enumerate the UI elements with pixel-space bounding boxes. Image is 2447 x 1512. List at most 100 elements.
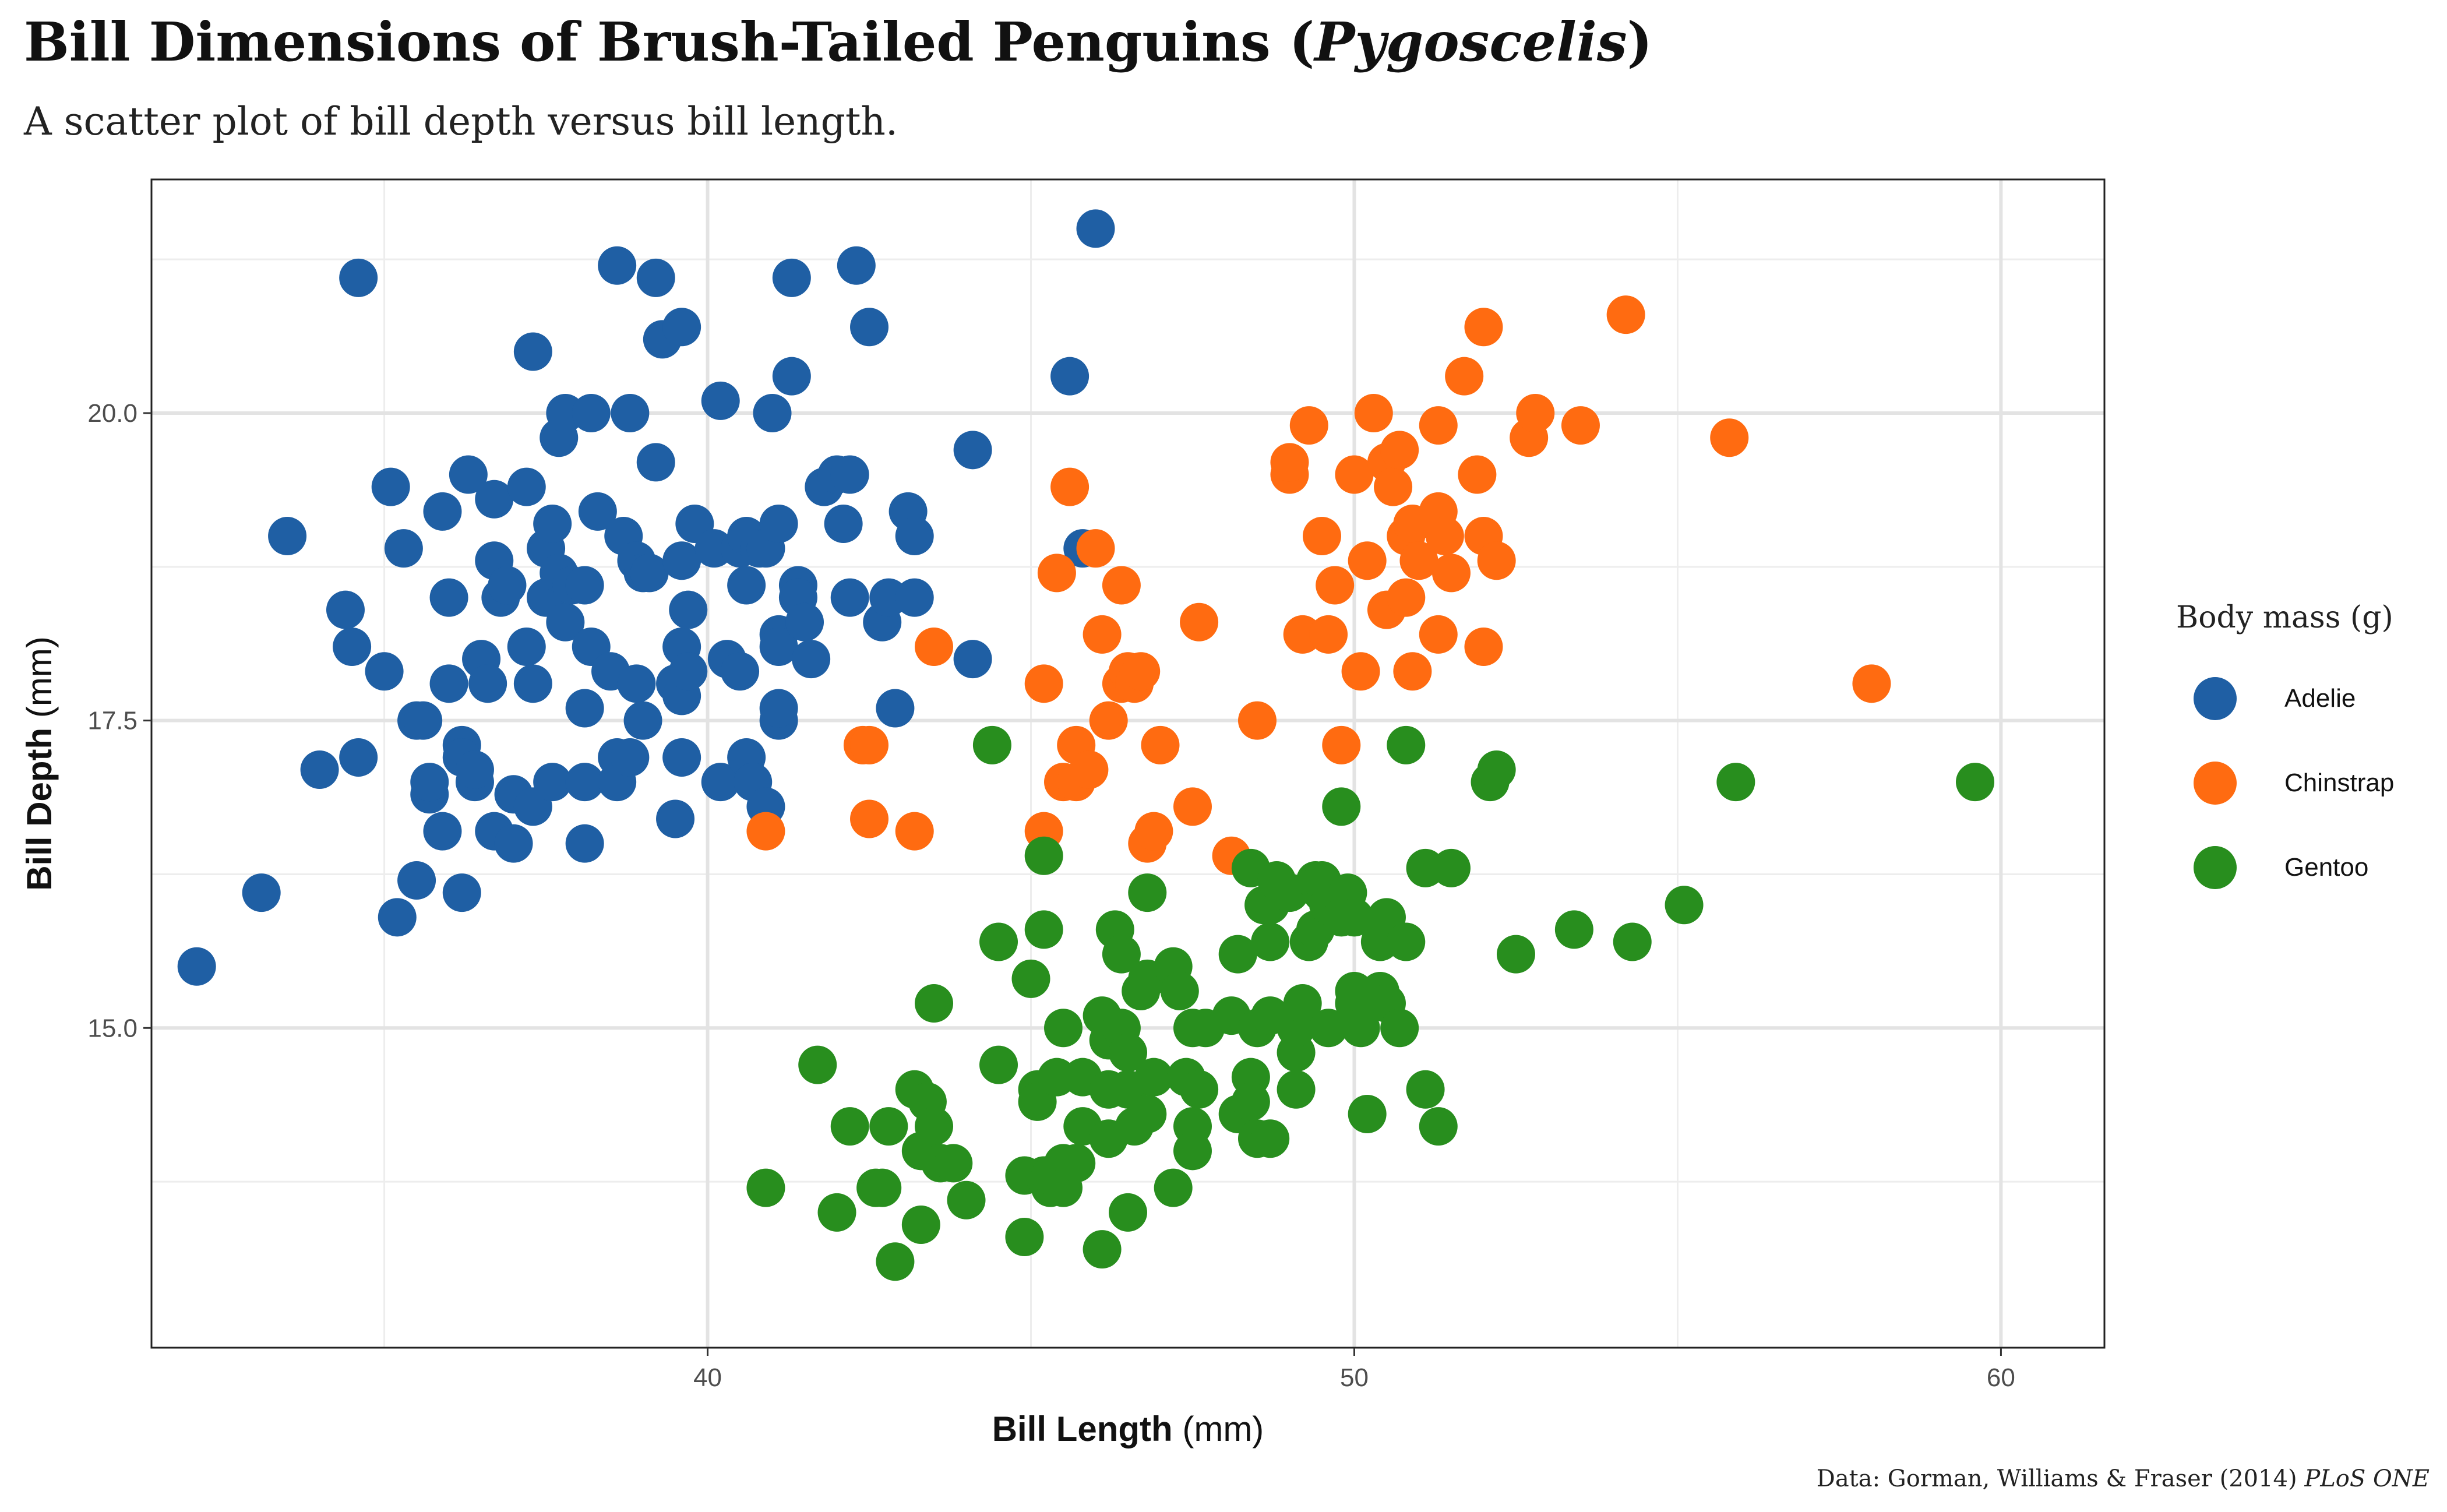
point-chinstrap: [1393, 652, 1432, 691]
point-gentoo: [1716, 763, 1755, 802]
point-chinstrap: [746, 812, 785, 851]
point-chinstrap: [1399, 541, 1438, 580]
point-adelie: [429, 664, 468, 703]
point-adelie: [378, 898, 417, 937]
point-adelie: [333, 628, 372, 666]
point-adelie: [546, 602, 585, 642]
point-adelie: [242, 873, 281, 912]
point-chinstrap: [1516, 394, 1555, 432]
y-tick-label: 20.0: [87, 399, 137, 428]
point-adelie: [468, 664, 507, 703]
point-gentoo: [1477, 750, 1516, 790]
point-adelie: [837, 246, 876, 285]
point-adelie: [701, 381, 740, 420]
point-chinstrap: [1237, 701, 1277, 740]
point-adelie: [488, 566, 527, 605]
point-adelie: [565, 689, 604, 728]
point-adelie: [792, 640, 831, 679]
point-adelie: [339, 258, 378, 297]
point-adelie: [636, 258, 675, 297]
point-adelie: [177, 947, 216, 986]
point-adelie: [365, 652, 404, 691]
legend-title: Body mass (g): [2176, 600, 2393, 635]
point-gentoo: [1005, 1218, 1044, 1257]
point-adelie: [772, 357, 811, 396]
point-gentoo: [1218, 935, 1257, 974]
point-adelie: [953, 640, 992, 679]
point-gentoo: [863, 1168, 902, 1207]
point-adelie: [397, 861, 436, 900]
point-adelie: [300, 750, 339, 790]
y-axis-label-unit: (mm): [20, 636, 59, 728]
point-adelie: [895, 578, 934, 617]
point-gentoo: [979, 1045, 1018, 1084]
point-chinstrap: [1354, 394, 1393, 432]
x-axis-ticks: 40 50 60: [693, 1348, 2015, 1392]
point-chinstrap: [1464, 308, 1503, 347]
point-chinstrap: [1180, 602, 1219, 642]
x-axis-label: Bill Length (mm): [992, 1409, 1264, 1448]
point-gentoo: [1024, 910, 1063, 949]
point-chinstrap: [1289, 406, 1328, 445]
point-adelie: [701, 763, 740, 802]
point-adelie: [656, 799, 695, 838]
data-points: [177, 209, 1995, 1281]
legend-key-adelie: [2194, 676, 2237, 720]
point-gentoo: [1309, 1009, 1348, 1048]
point-gentoo: [901, 1205, 940, 1244]
legend-label-gentoo: Gentoo: [2284, 852, 2369, 882]
point-gentoo: [876, 1242, 915, 1281]
legend-item-gentoo: Gentoo: [2176, 825, 2432, 910]
data-source-caption: Data: Gorman, Williams & Fraser (2014) P…: [1817, 1465, 2430, 1492]
point-gentoo: [1277, 1070, 1316, 1109]
point-adelie: [513, 332, 552, 371]
legend-item-adelie: Adelie: [2176, 656, 2432, 741]
point-gentoo: [1231, 1082, 1270, 1121]
point-adelie: [662, 738, 701, 777]
point-adelie: [876, 689, 915, 728]
point-gentoo: [1134, 1058, 1173, 1097]
point-adelie: [772, 258, 811, 297]
legend-item-chinstrap: Chinstrap: [2176, 741, 2432, 825]
point-adelie: [953, 431, 992, 470]
title-genus: Pygoscelis: [1314, 10, 1627, 73]
x-axis-label-bold: Bill Length: [992, 1409, 1173, 1448]
y-axis-label-bold: Bill Depth: [20, 728, 59, 891]
point-gentoo: [1109, 1033, 1147, 1072]
point-chinstrap: [1464, 628, 1503, 666]
point-adelie: [669, 652, 708, 691]
plot-panel-border: [150, 178, 2106, 1349]
point-adelie: [423, 812, 462, 851]
point-adelie: [455, 750, 494, 790]
point-adelie: [1076, 209, 1115, 248]
point-adelie: [611, 394, 650, 432]
point-gentoo: [798, 1045, 837, 1084]
point-gentoo: [1956, 763, 1995, 802]
point-gentoo: [1496, 935, 1535, 974]
point-adelie: [410, 763, 449, 802]
point-chinstrap: [1335, 455, 1374, 494]
point-adelie: [824, 504, 863, 543]
point-adelie: [611, 738, 650, 777]
chart-subtitle: A scatter plot of bill depth versus bill…: [24, 99, 898, 144]
point-gentoo: [1109, 1193, 1147, 1232]
point-gentoo: [1057, 1144, 1096, 1183]
point-adelie: [475, 480, 514, 519]
point-chinstrap: [1380, 431, 1419, 470]
point-gentoo: [1180, 1070, 1219, 1109]
point-adelie: [759, 504, 798, 543]
point-chinstrap: [850, 725, 889, 764]
point-adelie: [759, 689, 798, 728]
point-gentoo: [1128, 873, 1167, 912]
legend-key-gentoo: [2194, 845, 2237, 889]
point-chinstrap: [1348, 541, 1387, 580]
point-chinstrap: [1173, 787, 1212, 826]
point-gentoo: [1083, 1230, 1122, 1269]
point-chinstrap: [1458, 455, 1497, 494]
point-gentoo: [817, 1193, 856, 1232]
x-tick-label: 60: [1987, 1363, 2015, 1392]
point-gentoo: [1154, 1168, 1193, 1207]
point-chinstrap: [1419, 406, 1458, 445]
legend-key-chinstrap: [2194, 761, 2237, 805]
